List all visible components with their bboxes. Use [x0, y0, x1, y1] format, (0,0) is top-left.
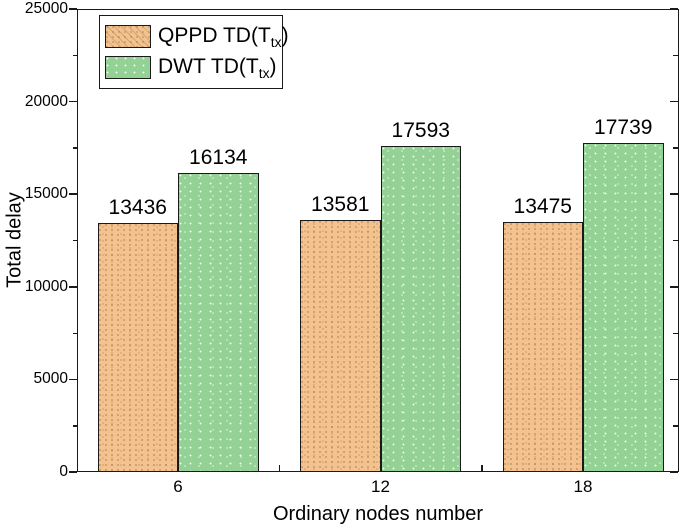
y-minor-tick-right	[673, 147, 678, 149]
y-minor-tick-left	[72, 54, 77, 57]
y-major-tick-left	[69, 286, 77, 288]
y-major-tick-right	[669, 286, 678, 288]
bar-series0-group6	[97, 223, 178, 472]
y-tick-label: 15000	[24, 185, 68, 203]
y-minor-tick-right	[673, 332, 678, 334]
y-minor-tick-left	[72, 332, 77, 334]
legend: QPPD TD(Ttx) DWT TD(Ttx)	[99, 15, 289, 89]
x-boundary-tick	[481, 464, 483, 471]
y-minor-tick-left	[72, 147, 77, 149]
y-tick-label: 10000	[24, 277, 68, 295]
bar-value-label: 13475	[513, 195, 572, 219]
bar-series1-group6	[178, 173, 259, 472]
x-boundary-tick	[278, 464, 280, 471]
legend-swatch	[105, 56, 151, 79]
y-tick-label: 5000	[33, 370, 68, 388]
y-major-tick-right	[669, 193, 678, 195]
bar-value-label: 13436	[108, 196, 167, 220]
bar-series0-group18	[502, 222, 583, 472]
bar-series1-group18	[583, 143, 664, 472]
y-minor-tick-left	[72, 239, 77, 242]
bar-value-label: 16134	[189, 146, 248, 170]
bar-series1-group12	[380, 146, 461, 472]
y-major-tick-left	[69, 100, 77, 103]
y-major-tick-right	[669, 8, 678, 10]
y-axis-title: Total delay	[3, 192, 26, 288]
y-minor-tick-left	[72, 425, 77, 427]
y-major-tick-left	[69, 193, 77, 195]
legend-item: DWT TD(Ttx)	[105, 55, 282, 80]
y-tick-label: 20000	[24, 92, 68, 110]
y-major-tick-right	[669, 378, 678, 381]
bar-value-label: 17593	[391, 119, 450, 143]
y-tick-label: 25000	[24, 0, 68, 17]
y-minor-tick-right	[673, 54, 678, 57]
x-tick-label: 12	[371, 477, 390, 496]
y-tick-label: 0	[59, 463, 68, 480]
x-axis-title: Ordinary nodes number	[272, 503, 484, 525]
y-major-tick-right	[669, 471, 678, 473]
legend-label: DWT TD(Ttx)	[158, 54, 277, 82]
bar-value-label: 13581	[311, 193, 370, 217]
bar-value-label: 17739	[594, 116, 653, 140]
legend-swatch	[105, 25, 151, 48]
x-tick-label: 18	[573, 477, 593, 496]
y-minor-tick-right	[673, 425, 678, 427]
legend-label: QPPD TD(Ttx)	[158, 23, 289, 51]
y-major-tick-left	[69, 471, 77, 473]
bar-series0-group12	[300, 220, 381, 472]
y-major-tick-left	[69, 378, 77, 381]
y-major-tick-right	[669, 100, 678, 103]
y-minor-tick-right	[673, 239, 678, 242]
x-tick-label: 6	[173, 477, 183, 496]
legend-item: QPPD TD(Ttx)	[105, 24, 289, 49]
y-major-tick-left	[69, 8, 77, 10]
